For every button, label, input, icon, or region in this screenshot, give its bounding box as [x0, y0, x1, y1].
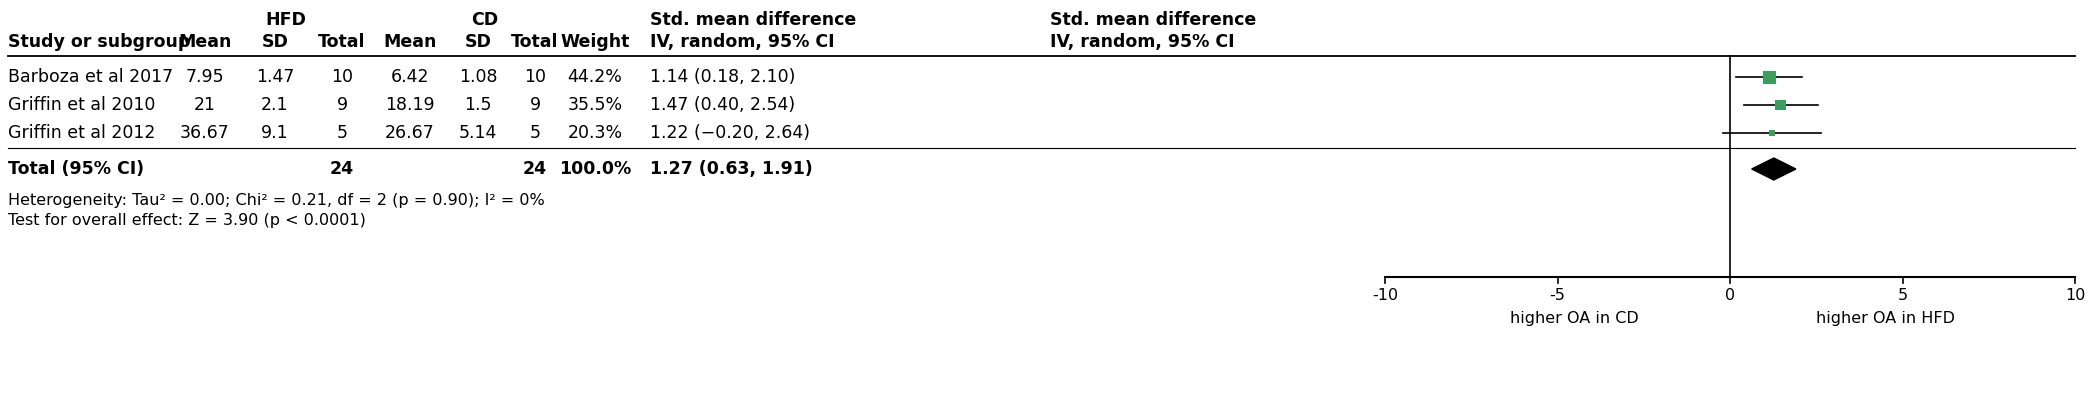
Bar [1762, 70, 1775, 83]
Text: 2.1: 2.1 [262, 96, 289, 114]
Text: 1.22 (−0.20, 2.64): 1.22 (−0.20, 2.64) [651, 124, 810, 142]
Text: Heterogeneity: Tau² = 0.00; Chi² = 0.21, df = 2 (p = 0.90); I² = 0%: Heterogeneity: Tau² = 0.00; Chi² = 0.21,… [8, 192, 544, 207]
Text: 35.5%: 35.5% [567, 96, 622, 114]
Text: 1.47: 1.47 [255, 68, 295, 86]
Text: Griffin et al 2012: Griffin et al 2012 [8, 124, 155, 142]
Text: 5: 5 [337, 124, 347, 142]
Text: 20.3%: 20.3% [567, 124, 622, 142]
Text: Weight: Weight [561, 33, 630, 51]
Text: -5: -5 [1549, 288, 1566, 303]
Text: Barboza et al 2017: Barboza et al 2017 [8, 68, 174, 86]
Text: 36.67: 36.67 [180, 124, 230, 142]
Text: Total: Total [318, 33, 366, 51]
Text: 1.14 (0.18, 2.10): 1.14 (0.18, 2.10) [651, 68, 795, 86]
Text: 5: 5 [1898, 288, 1907, 303]
Text: 7.95: 7.95 [186, 68, 224, 86]
Text: 24: 24 [331, 160, 354, 178]
Text: 0: 0 [1725, 288, 1735, 303]
Text: Griffin et al 2010: Griffin et al 2010 [8, 96, 155, 114]
Text: Mean: Mean [178, 33, 232, 51]
Text: 18.19: 18.19 [385, 96, 435, 114]
Text: higher OA in CD: higher OA in CD [1511, 312, 1639, 327]
Text: 6.42: 6.42 [391, 68, 429, 86]
Text: 9: 9 [530, 96, 540, 114]
Text: Total: Total [511, 33, 559, 51]
Text: 5: 5 [530, 124, 540, 142]
Text: 1.47 (0.40, 2.54): 1.47 (0.40, 2.54) [651, 96, 795, 114]
Text: 100.0%: 100.0% [559, 160, 632, 178]
Bar [1775, 100, 1785, 110]
Text: 21: 21 [195, 96, 216, 114]
Text: Study or subgroup: Study or subgroup [8, 33, 190, 51]
Text: IV, random, 95% CI: IV, random, 95% CI [1051, 33, 1235, 51]
Text: IV, random, 95% CI: IV, random, 95% CI [651, 33, 835, 51]
Text: Test for overall effect: Z = 3.90 (p < 0.0001): Test for overall effect: Z = 3.90 (p < 0… [8, 213, 366, 228]
Text: CD: CD [471, 11, 498, 29]
Text: Std. mean difference: Std. mean difference [1051, 11, 1256, 29]
Text: Total (95% CI): Total (95% CI) [8, 160, 144, 178]
Text: 9: 9 [337, 96, 347, 114]
Text: 44.2%: 44.2% [567, 68, 622, 86]
Text: Mean: Mean [383, 33, 437, 51]
Polygon shape [1752, 158, 1796, 180]
Bar [1769, 130, 1775, 136]
Text: 1.08: 1.08 [458, 68, 498, 86]
Text: 24: 24 [523, 160, 546, 178]
Text: 26.67: 26.67 [385, 124, 435, 142]
Text: 1.5: 1.5 [465, 96, 492, 114]
Text: 5.14: 5.14 [458, 124, 498, 142]
Text: -10: -10 [1371, 288, 1398, 303]
Text: 9.1: 9.1 [262, 124, 289, 142]
Text: 10: 10 [523, 68, 546, 86]
Text: 1.27 (0.63, 1.91): 1.27 (0.63, 1.91) [651, 160, 812, 178]
Text: higher OA in HFD: higher OA in HFD [1817, 312, 1955, 327]
Text: Std. mean difference: Std. mean difference [651, 11, 856, 29]
Text: SD: SD [465, 33, 492, 51]
Text: SD: SD [262, 33, 289, 51]
Text: 10: 10 [331, 68, 354, 86]
Text: 10: 10 [2066, 288, 2085, 303]
Text: HFD: HFD [266, 11, 306, 29]
